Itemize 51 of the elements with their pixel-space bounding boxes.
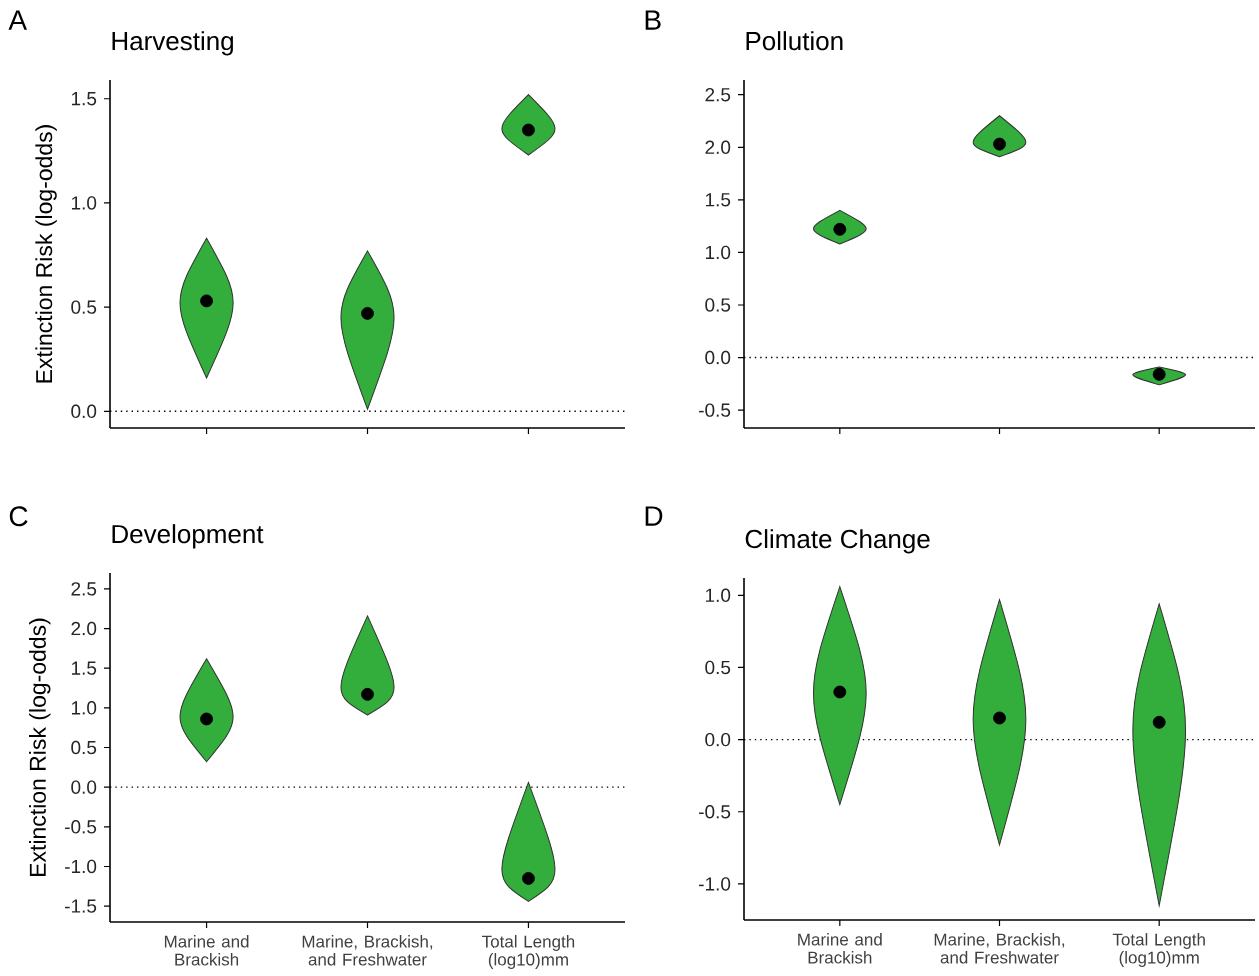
x-tick-label: Marine, Brackish, and Freshwater <box>302 935 433 966</box>
y-tick-label: 0.0 <box>71 404 97 419</box>
y-tick-label: 0.5 <box>71 740 97 755</box>
point <box>993 711 1006 725</box>
y-tick-label: 0.5 <box>705 298 731 312</box>
point <box>993 137 1006 151</box>
y-tick-label: 1.5 <box>705 193 731 207</box>
point <box>361 307 374 320</box>
x-tick-label: Marine, Brackish, and Freshwater <box>934 933 1065 964</box>
text: B <box>645 10 661 30</box>
y-tick-label: 1.5 <box>71 92 97 106</box>
y-tick-label: -0.5 <box>699 805 731 819</box>
y-tick-label: -1.0 <box>699 877 731 891</box>
text: C <box>9 506 28 527</box>
point <box>361 688 374 701</box>
y-tick-label: 1.0 <box>71 196 97 210</box>
y-tick-label: -0.5 <box>65 820 97 834</box>
y-axis-title: Extinction Risk (log-odds) <box>35 125 57 383</box>
chart-title: Harvesting <box>112 31 233 56</box>
y-tick-label: 1.0 <box>705 245 731 260</box>
y-tick-label: 2.5 <box>705 88 731 102</box>
y-tick-label: 2.5 <box>71 582 97 596</box>
y-tick-label: 2.0 <box>71 622 97 636</box>
chart-title: Climate Change <box>745 529 930 554</box>
y-axis-title: Extinction Risk (log-odds) <box>29 618 51 877</box>
y-tick-label: 1.0 <box>71 701 97 715</box>
y-tick-label: 1.0 <box>705 588 731 603</box>
y-tick-label: 0.0 <box>705 733 731 747</box>
chart-title: Pollution <box>746 31 843 51</box>
point <box>522 872 535 885</box>
y-tick-label: 1.5 <box>71 661 97 676</box>
y-tick-label: 0.5 <box>71 300 97 315</box>
point <box>200 712 213 726</box>
y-tick-label: 0.0 <box>705 351 731 365</box>
point <box>522 123 535 137</box>
text: D <box>645 506 663 526</box>
point <box>1152 716 1166 729</box>
x-tick-label: Total Length (log10)mm <box>1112 933 1205 968</box>
chart-title: Development <box>112 524 264 549</box>
point <box>833 685 847 699</box>
y-tick-label: 2.0 <box>705 140 731 155</box>
y-tick-label: -1.0 <box>65 859 97 874</box>
x-tick-label: Total Length (log10)mm <box>482 935 575 970</box>
point <box>200 294 213 308</box>
y-tick-label: -1.5 <box>65 899 97 913</box>
y-tick-label: 0.0 <box>71 780 97 795</box>
text: A <box>8 10 28 30</box>
x-tick-label: Marine and Brackish <box>798 933 882 964</box>
x-tick-label: Marine and Brackish <box>164 935 249 966</box>
y-tick-label: 0.5 <box>705 660 731 675</box>
y-tick-label: -0.5 <box>699 403 731 418</box>
